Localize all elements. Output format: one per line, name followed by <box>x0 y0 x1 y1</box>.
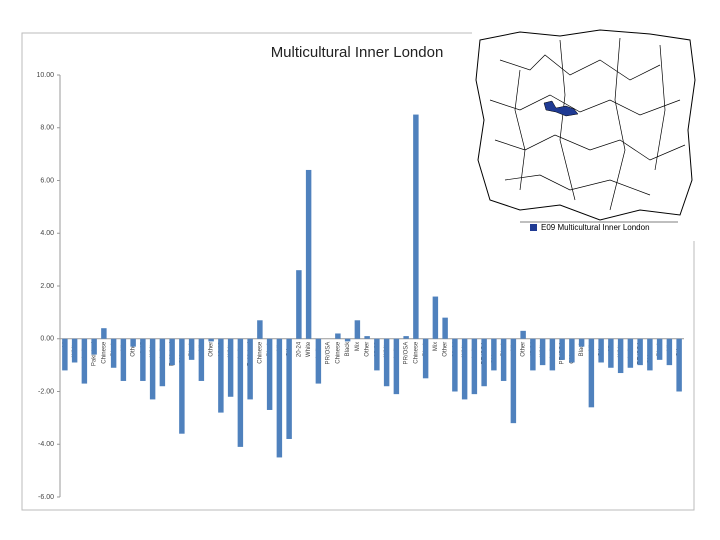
bar <box>276 338 283 458</box>
bar <box>549 338 556 371</box>
chart-title: Multicultural Inner London <box>271 44 444 61</box>
bar <box>110 338 117 368</box>
y-tick-label: 10.00 <box>36 72 54 79</box>
bar <box>637 338 643 366</box>
bar <box>344 338 351 342</box>
x-tick-label: Chinese <box>335 341 341 364</box>
bar <box>159 338 166 387</box>
bar <box>422 338 429 379</box>
bar <box>305 169 312 339</box>
x-tick-label: Chinese <box>101 341 107 364</box>
bar <box>120 338 127 381</box>
map-inset: E09 Multicultural Inner London <box>472 27 698 241</box>
y-tick-label: -6.00 <box>38 494 54 501</box>
bar <box>530 338 536 371</box>
y-tick-label: 8.00 <box>40 125 54 132</box>
bar <box>266 338 273 410</box>
bar <box>676 338 682 392</box>
bar <box>354 320 361 339</box>
bar <box>374 338 380 371</box>
bar <box>198 338 205 381</box>
x-tick-label: Mix <box>433 342 439 351</box>
x-tick-label: Black <box>345 341 351 357</box>
bar <box>588 338 595 408</box>
x-tick-label: Other <box>209 342 215 357</box>
x-tick-label: White <box>306 341 312 357</box>
x-tick-label: PR/OSA <box>326 342 332 365</box>
x-tick-label: 20-24 <box>296 341 302 357</box>
x-tick-label: Black <box>579 341 585 357</box>
y-tick-label: 6.00 <box>40 177 54 184</box>
bar <box>471 338 478 395</box>
bar <box>647 338 653 371</box>
map-highlight <box>543 100 579 117</box>
bar <box>403 336 409 339</box>
map-legend-label: E09 Multicultural Inner London <box>541 223 650 232</box>
bar <box>481 338 487 387</box>
bar <box>569 338 575 363</box>
x-tick-label: Other <box>521 342 527 357</box>
x-tick-label: Mix <box>355 342 361 351</box>
x-tick-label: Other <box>443 342 449 357</box>
bar <box>218 338 224 413</box>
bar <box>617 338 624 374</box>
y-tick-label: 4.00 <box>40 230 54 237</box>
bar <box>627 338 634 368</box>
bar <box>91 338 97 355</box>
bar <box>81 338 88 384</box>
y-tick-label: 0.00 <box>40 336 54 343</box>
y-tick-label: -2.00 <box>38 388 54 395</box>
map-legend-swatch <box>530 224 537 231</box>
bar <box>208 338 214 342</box>
bar <box>101 328 107 339</box>
bar <box>442 317 448 339</box>
x-tick-label: Other <box>131 342 137 357</box>
bar <box>335 333 341 339</box>
bar <box>71 338 78 363</box>
bar <box>140 338 146 381</box>
bar <box>491 338 497 371</box>
bar <box>169 338 175 366</box>
bar <box>62 338 68 371</box>
bar <box>452 338 458 392</box>
map-outline <box>475 29 696 221</box>
bar <box>559 338 565 360</box>
bar <box>413 114 419 339</box>
bar <box>578 338 585 347</box>
bar <box>179 338 185 434</box>
bar <box>520 330 526 339</box>
bar <box>666 338 673 366</box>
x-tick-label: Chinese <box>413 341 419 364</box>
bar <box>257 320 263 339</box>
bar <box>393 338 400 395</box>
bar <box>510 338 517 424</box>
bar <box>296 270 302 339</box>
bar <box>383 338 390 387</box>
bar <box>237 338 244 447</box>
bar <box>315 338 322 384</box>
bar <box>608 338 614 368</box>
bar <box>149 338 156 400</box>
x-tick-label: PR/OSA <box>404 342 410 365</box>
bar <box>500 338 507 381</box>
bar <box>461 338 468 400</box>
bar <box>227 338 234 397</box>
bar <box>188 338 195 360</box>
bar <box>247 338 253 400</box>
bar <box>286 338 292 439</box>
bar <box>432 296 439 339</box>
bar <box>539 338 546 366</box>
x-tick-label: Chinese <box>257 341 263 364</box>
bar <box>130 338 136 347</box>
x-tick-label: Other <box>365 342 371 357</box>
y-tick-label: -4.00 <box>38 441 54 448</box>
map-background <box>472 27 698 241</box>
y-tick-label: 2.00 <box>40 283 54 290</box>
bar <box>656 338 663 360</box>
bar <box>364 336 370 339</box>
bar <box>598 338 604 363</box>
map-boundaries <box>489 37 686 211</box>
